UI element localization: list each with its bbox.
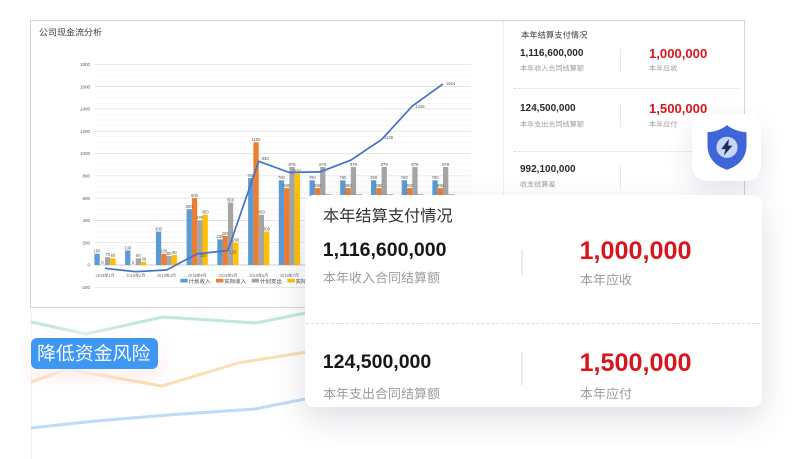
svg-text:90: 90 xyxy=(172,250,177,255)
svg-text:400: 400 xyxy=(82,218,90,223)
svg-text:760: 760 xyxy=(309,175,317,180)
svg-text:690: 690 xyxy=(437,183,445,188)
svg-text:600: 600 xyxy=(191,193,199,198)
svg-text:1126: 1126 xyxy=(384,135,394,140)
svg-text:1400: 1400 xyxy=(80,107,91,112)
svg-text:1800: 1800 xyxy=(80,62,91,67)
svg-text:300: 300 xyxy=(263,226,271,231)
svg-text:879: 879 xyxy=(319,162,327,167)
svg-text:400: 400 xyxy=(196,215,204,220)
svg-text:760: 760 xyxy=(401,175,409,180)
svg-text:1425: 1425 xyxy=(415,104,425,109)
svg-text:1100: 1100 xyxy=(251,137,261,142)
svg-text:780: 780 xyxy=(247,173,255,178)
svg-text:879: 879 xyxy=(381,162,389,167)
svg-text:800: 800 xyxy=(82,174,90,179)
svg-text:879: 879 xyxy=(350,162,358,167)
svg-text:300: 300 xyxy=(155,226,163,231)
svg-text:100: 100 xyxy=(200,253,208,258)
svg-text:70: 70 xyxy=(105,252,110,257)
svg-text:130: 130 xyxy=(229,250,237,255)
svg-text:560: 560 xyxy=(227,197,235,202)
svg-text:0: 0 xyxy=(132,260,135,265)
svg-text:500: 500 xyxy=(186,204,194,209)
svg-text:1600: 1600 xyxy=(80,84,91,89)
svg-text:200: 200 xyxy=(82,240,90,245)
svg-text:879: 879 xyxy=(411,162,419,167)
svg-text:60: 60 xyxy=(136,253,141,258)
svg-text:820: 820 xyxy=(294,168,302,173)
svg-text:600: 600 xyxy=(82,196,90,201)
svg-text:0: 0 xyxy=(101,260,104,265)
svg-text:80: 80 xyxy=(167,251,172,256)
svg-text:879: 879 xyxy=(442,162,450,167)
svg-text:690: 690 xyxy=(314,183,322,188)
svg-text:100: 100 xyxy=(94,249,102,254)
svg-text:879: 879 xyxy=(289,162,297,167)
svg-text:60: 60 xyxy=(111,253,116,258)
svg-text:760: 760 xyxy=(432,175,440,180)
svg-text:1000: 1000 xyxy=(80,151,91,156)
svg-text:1200: 1200 xyxy=(80,129,91,134)
svg-text:200: 200 xyxy=(232,238,240,243)
svg-text:690: 690 xyxy=(345,183,353,188)
svg-text:690: 690 xyxy=(283,183,291,188)
svg-text:0: 0 xyxy=(87,263,90,268)
svg-text:30: 30 xyxy=(141,257,146,262)
svg-text:450: 450 xyxy=(202,210,210,215)
svg-text:1624: 1624 xyxy=(446,81,456,86)
svg-text:260: 260 xyxy=(222,231,230,236)
svg-text:930: 930 xyxy=(262,156,270,161)
svg-text:690: 690 xyxy=(406,183,414,188)
svg-text:760: 760 xyxy=(339,175,347,180)
svg-text:760: 760 xyxy=(370,175,378,180)
svg-text:450: 450 xyxy=(258,210,266,215)
svg-text:-200: -200 xyxy=(81,285,91,290)
svg-text:230: 230 xyxy=(217,234,225,239)
svg-text:690: 690 xyxy=(375,183,383,188)
svg-text:760: 760 xyxy=(278,175,286,180)
svg-text:130: 130 xyxy=(124,245,132,250)
svg-text:100: 100 xyxy=(160,249,168,254)
